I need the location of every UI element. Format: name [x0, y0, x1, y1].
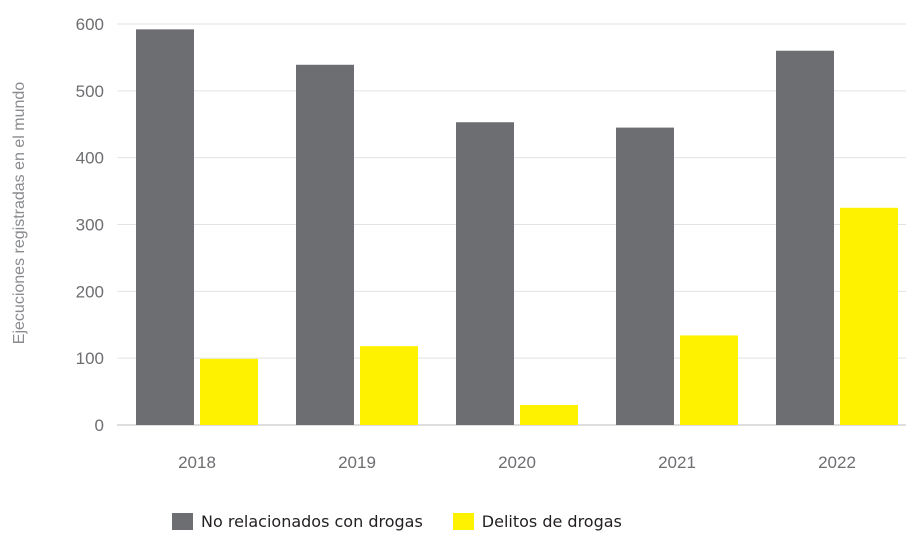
- y-tick-label-200: 200: [76, 282, 104, 301]
- y-axis-title: Ejecuciones registradas en el mundo: [11, 82, 28, 344]
- bar-non-drug-2019: [296, 64, 354, 425]
- legend-item-drug: Delitos de drogas: [452, 512, 622, 531]
- y-tick-label-500: 500: [76, 82, 104, 101]
- x-axis-ticks: 2018 2019 2020 2021 2022: [178, 453, 856, 472]
- bar-drug-2018: [200, 358, 258, 425]
- y-tick-label-0: 0: [95, 416, 104, 435]
- y-axis-ticks: 0 100 200 300 400 500 600: [76, 15, 104, 435]
- bar-non-drug-2018: [136, 29, 194, 425]
- y-tick-label-400: 400: [76, 149, 104, 168]
- legend-label-drug: Delitos de drogas: [481, 512, 622, 531]
- x-tick-label-2018: 2018: [178, 453, 216, 472]
- legend-swatch-non-drug: [172, 513, 193, 530]
- bar-drug-2022: [840, 207, 898, 425]
- bar-drug-2019: [360, 346, 418, 425]
- bars: [136, 29, 898, 426]
- bar-drug-2020: [520, 404, 578, 425]
- y-tick-label-300: 300: [76, 216, 104, 235]
- legend-swatch-drug: [452, 513, 474, 530]
- bar-drug-2021: [680, 335, 738, 425]
- legend: No relacionados con drogas Delitos de dr…: [172, 512, 652, 531]
- bar-non-drug-2022: [776, 50, 834, 425]
- y-tick-label-600: 600: [76, 15, 104, 34]
- x-tick-label-2020: 2020: [498, 453, 536, 472]
- x-tick-label-2022: 2022: [818, 453, 856, 472]
- x-tick-label-2021: 2021: [658, 453, 696, 472]
- legend-label-non-drug: No relacionados con drogas: [201, 512, 423, 531]
- bar-non-drug-2020: [456, 122, 514, 426]
- legend-item-non-drug: No relacionados con drogas: [172, 512, 423, 531]
- bar-non-drug-2021: [616, 127, 674, 425]
- x-tick-label-2019: 2019: [338, 453, 376, 472]
- y-tick-label-100: 100: [76, 349, 104, 368]
